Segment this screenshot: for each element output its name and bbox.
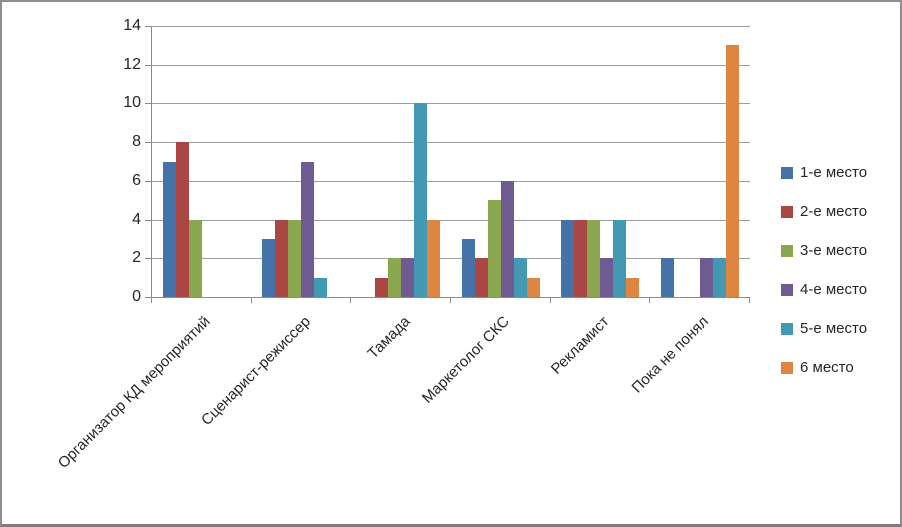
- bar: [626, 277, 640, 297]
- y-axis-tick-label: 2: [132, 249, 141, 267]
- legend-swatch-icon: [781, 244, 793, 257]
- y-axis-tick-label: 0: [132, 288, 141, 305]
- bar: [574, 219, 588, 297]
- bar: [526, 277, 540, 297]
- x-axis-category-label: Маркетолог СКС: [418, 313, 513, 407]
- legend-swatch-icon: [781, 205, 793, 218]
- bar-group: [152, 26, 252, 297]
- y-axis-tick-label: 6: [132, 171, 141, 189]
- y-axis-tick-mark: [145, 219, 151, 221]
- y-axis-tick-mark: [145, 64, 151, 66]
- x-axis-tick-mark: [649, 298, 651, 303]
- legend-item: 5-е место: [781, 321, 867, 336]
- bar: [661, 258, 675, 297]
- bar: [587, 219, 601, 297]
- legend-label: 2-е место: [800, 203, 868, 220]
- bar: [414, 103, 428, 297]
- x-axis-tick-mark: [350, 298, 352, 303]
- gridline: [152, 180, 750, 182]
- bar: [726, 45, 740, 297]
- bar: [188, 219, 202, 297]
- y-axis-tick-label: 14: [123, 17, 141, 34]
- y-axis-tick-label: 8: [132, 133, 141, 151]
- gridline: [152, 26, 750, 27]
- bar: [713, 258, 727, 297]
- bar-group: [650, 26, 750, 297]
- bar: [561, 219, 575, 297]
- gridline: [152, 142, 750, 144]
- plot-area: [151, 26, 750, 298]
- legend-label: 3-е место: [800, 242, 868, 259]
- bar-group: [451, 26, 551, 297]
- x-axis-tick-mark: [250, 298, 252, 303]
- legend-item: 6 место: [781, 360, 867, 375]
- legend-item: 4-е место: [781, 282, 867, 297]
- legend-label: 6 место: [800, 359, 854, 376]
- bar: [288, 219, 302, 297]
- x-axis-category-label: Пока не понял: [628, 313, 713, 397]
- x-axis-tick-mark: [749, 298, 750, 303]
- bar: [301, 161, 315, 297]
- x-axis-tick-mark: [450, 298, 451, 303]
- bar: [388, 258, 402, 297]
- bar: [275, 219, 289, 297]
- bar: [401, 258, 415, 297]
- bar: [427, 219, 441, 297]
- y-axis-tick-mark: [145, 26, 151, 27]
- y-axis-tick-mark: [145, 142, 151, 144]
- legend-swatch-icon: [781, 166, 793, 179]
- y-axis-tick-mark: [145, 103, 151, 105]
- bar-group: [351, 26, 451, 297]
- x-axis-category-label: Рекламист: [547, 313, 613, 378]
- bar: [613, 219, 627, 297]
- bar-group: [551, 26, 651, 297]
- y-axis-tick-label: 10: [123, 94, 141, 112]
- y-axis-tick-mark: [145, 297, 151, 298]
- x-axis-category-label: Сценарист-режиссер: [197, 313, 314, 429]
- bar: [487, 200, 501, 297]
- y-axis-tick-mark: [145, 180, 151, 182]
- bar: [461, 238, 475, 297]
- bar: [162, 161, 176, 297]
- legend-label: 4-е место: [800, 281, 868, 298]
- gridline: [152, 258, 750, 260]
- x-axis-category-label: Организатор КД мероприятий: [55, 313, 214, 472]
- legend-label: 1-е место: [800, 164, 868, 181]
- y-axis-tick-mark: [145, 258, 151, 260]
- legend-item: 3-е место: [781, 243, 867, 258]
- y-axis-tick-label: 4: [132, 210, 141, 228]
- bar: [500, 180, 514, 297]
- legend: 1-е место 2-е место 3-е место 4-е место 5-е …: [781, 165, 867, 375]
- x-axis-tick-mark: [151, 298, 152, 303]
- legend-item: 2-е место: [781, 204, 867, 219]
- x-axis-tick-mark: [549, 298, 551, 303]
- bar: [474, 258, 488, 297]
- legend-item: 1-е место: [781, 165, 867, 180]
- bar: [600, 258, 614, 297]
- y-axis-tick-label: 12: [123, 55, 141, 73]
- legend-swatch-icon: [781, 361, 793, 374]
- legend-label: 5-е место: [800, 320, 868, 337]
- x-axis-category-label: Тамада: [363, 313, 414, 363]
- bar: [314, 277, 328, 297]
- gridline: [152, 219, 750, 221]
- bar: [513, 258, 527, 297]
- bar-group: [252, 26, 352, 297]
- legend-swatch-icon: [781, 283, 793, 296]
- bar: [262, 238, 276, 297]
- legend-swatch-icon: [781, 322, 793, 335]
- gridline: [152, 64, 750, 66]
- gridline: [152, 103, 750, 105]
- bar: [700, 258, 714, 297]
- bar: [375, 277, 389, 297]
- bar: [175, 142, 189, 297]
